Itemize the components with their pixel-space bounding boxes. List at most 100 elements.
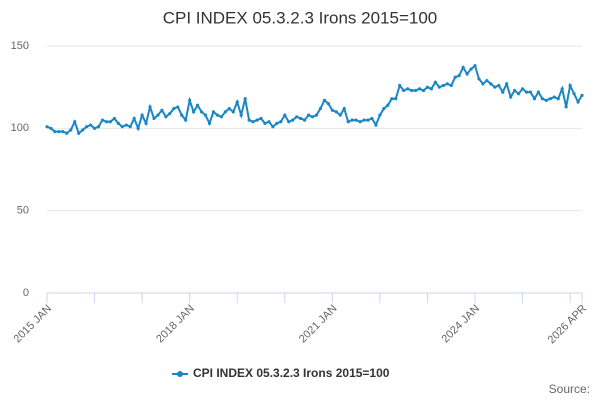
- point: [489, 82, 493, 86]
- point: [302, 118, 307, 122]
- point: [457, 74, 461, 78]
- point: [580, 93, 584, 97]
- point: [398, 83, 402, 88]
- point: [295, 115, 299, 119]
- point: [251, 120, 255, 124]
- point: [366, 118, 370, 122]
- point: [350, 118, 354, 122]
- point: [100, 118, 105, 122]
- point: [267, 120, 271, 124]
- point: [334, 110, 338, 114]
- point: [516, 92, 521, 96]
- point: [287, 120, 291, 124]
- point: [235, 100, 239, 104]
- y-tick-label: 0: [23, 287, 29, 299]
- point: [227, 106, 231, 111]
- point: [255, 118, 259, 122]
- point: [497, 83, 501, 88]
- point: [69, 128, 73, 132]
- point: [346, 120, 350, 124]
- point: [552, 95, 556, 99]
- point: [437, 85, 441, 89]
- point: [445, 82, 449, 86]
- point: [291, 118, 295, 122]
- point: [306, 113, 311, 117]
- point: [132, 116, 136, 121]
- point: [477, 77, 481, 81]
- point: [211, 110, 216, 114]
- point: [57, 130, 61, 134]
- point: [148, 105, 152, 109]
- point: [370, 116, 374, 121]
- x-tick-label: 2024 JAN: [440, 303, 483, 346]
- point: [417, 87, 422, 91]
- legend-marker: [177, 371, 183, 377]
- point: [513, 88, 517, 93]
- point: [160, 108, 164, 112]
- point: [441, 83, 445, 88]
- point: [152, 116, 156, 121]
- point: [413, 88, 418, 93]
- point: [136, 126, 140, 130]
- point: [402, 88, 406, 93]
- point: [279, 120, 283, 124]
- point: [520, 87, 525, 91]
- point: [203, 113, 208, 117]
- point: [314, 113, 319, 117]
- x-tick-label: 2021 JAN: [297, 303, 340, 346]
- point: [469, 67, 473, 71]
- point: [120, 125, 124, 129]
- point: [271, 125, 275, 129]
- point: [536, 90, 541, 94]
- point: [231, 110, 235, 114]
- point: [199, 110, 204, 114]
- point: [144, 121, 148, 125]
- point: [45, 125, 49, 129]
- point: [180, 113, 184, 117]
- point: [564, 105, 568, 109]
- point: [88, 123, 93, 127]
- point: [465, 72, 469, 76]
- point: [409, 88, 414, 93]
- point: [330, 108, 334, 112]
- point: [259, 116, 263, 121]
- point: [429, 87, 434, 91]
- point: [195, 103, 200, 107]
- point: [263, 121, 267, 125]
- point: [449, 83, 453, 88]
- series-line: [46, 64, 583, 135]
- point: [239, 113, 243, 117]
- y-tick-label: 50: [17, 205, 29, 217]
- point: [192, 110, 196, 114]
- point: [73, 120, 77, 124]
- point: [96, 125, 101, 129]
- point: [128, 125, 132, 129]
- point: [493, 85, 497, 89]
- point: [322, 98, 327, 102]
- point: [140, 113, 144, 117]
- point: [168, 111, 172, 116]
- chart-title: CPI INDEX 05.3.2.3 Irons 2015=100: [163, 8, 438, 27]
- point: [473, 64, 477, 68]
- point: [176, 105, 180, 109]
- point: [342, 106, 346, 111]
- point: [568, 83, 572, 88]
- point: [505, 82, 509, 86]
- point: [92, 126, 97, 130]
- x-tick-label: 2015 JAN: [12, 303, 55, 346]
- point: [124, 123, 128, 127]
- point: [390, 97, 394, 101]
- point: [386, 103, 390, 107]
- point: [338, 113, 342, 117]
- point: [548, 97, 552, 101]
- point: [394, 97, 398, 101]
- point: [485, 78, 489, 83]
- point: [184, 118, 188, 122]
- point: [104, 120, 109, 124]
- point: [540, 97, 544, 101]
- point: [164, 115, 168, 119]
- point: [243, 97, 247, 101]
- point: [358, 120, 362, 124]
- point: [382, 106, 386, 111]
- point: [283, 113, 287, 117]
